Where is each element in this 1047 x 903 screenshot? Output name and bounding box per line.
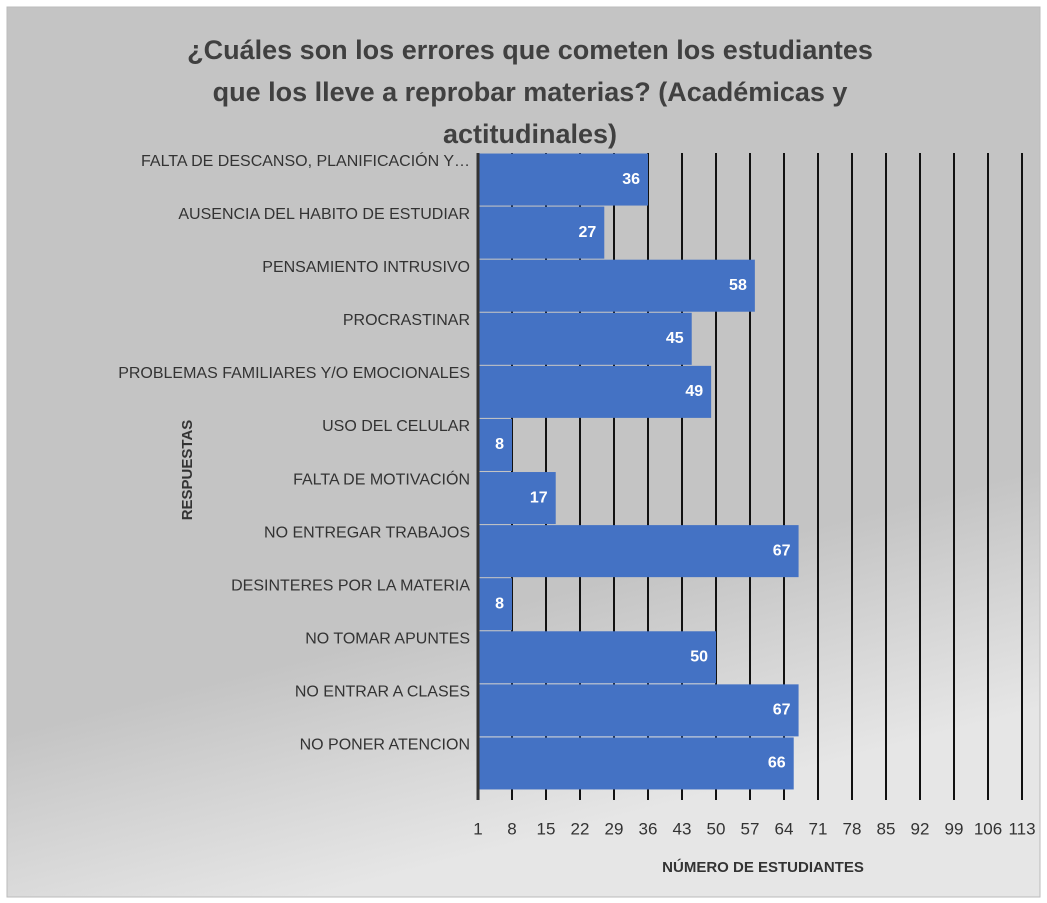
y-tick-label: AUSENCIA DEL HABITO DE ESTUDIAR [178, 206, 470, 223]
x-tick-label: 29 [605, 819, 624, 838]
value-label: 66 [768, 755, 786, 772]
x-tick-label: 113 [1008, 819, 1035, 838]
bar [478, 684, 799, 737]
bar [478, 525, 799, 578]
x-axis-title: NÚMERO DE ESTUDIANTES [662, 858, 864, 876]
value-label: 36 [622, 171, 640, 188]
bar [478, 472, 556, 525]
y-tick-label: PROBLEMAS FAMILIARES Y/O EMOCIONALES [118, 365, 470, 382]
y-tick-label: NO TOMAR APUNTES [305, 631, 470, 648]
bar [478, 365, 712, 418]
bar [478, 418, 512, 471]
x-tick-label: 36 [639, 819, 658, 838]
y-tick-label: PROCRASTINAR [343, 312, 470, 329]
x-tick-label: 1 [473, 819, 482, 838]
y-tick-label: FALTA DE DESCANSO, PLANIFICACIÓN Y… [141, 151, 470, 170]
x-tick-label: 8 [507, 819, 516, 838]
bar [478, 578, 512, 631]
y-tick-label: FALTA DE MOTIVACIÓN [293, 469, 470, 488]
x-tick-label: 92 [911, 819, 930, 838]
bar [478, 631, 716, 684]
x-tick-label: 71 [809, 819, 828, 838]
value-label: 67 [773, 542, 791, 559]
value-label: 67 [773, 702, 791, 719]
x-tick-label: 50 [707, 819, 726, 838]
x-tick-label: 85 [877, 819, 896, 838]
y-axis-title: RESPUESTAS [179, 420, 196, 521]
bar [478, 312, 692, 365]
value-label: 17 [530, 489, 548, 506]
y-tick-label: NO ENTRAR A CLASES [295, 684, 470, 701]
x-tick-label: 22 [571, 819, 590, 838]
value-label: 27 [578, 224, 596, 241]
value-label: 58 [729, 277, 747, 294]
bar [478, 259, 755, 312]
value-label: 49 [685, 383, 703, 400]
x-tick-label: 106 [974, 819, 1002, 838]
x-tick-label: 57 [741, 819, 760, 838]
bar [478, 737, 794, 790]
x-tick-label: 99 [945, 819, 964, 838]
value-label: 50 [690, 649, 708, 666]
y-tick-label: PENSAMIENTO INTRUSIVO [262, 259, 470, 276]
value-label: 8 [495, 595, 504, 612]
x-tick-label: 15 [537, 819, 556, 838]
y-tick-label: NO PONER ATENCION [300, 737, 470, 754]
chart-title: ¿Cuáles son los errores que cometen los … [187, 35, 873, 149]
x-tick-label: 78 [843, 819, 862, 838]
bar [478, 153, 648, 206]
y-tick-label: NO ENTREGAR TRABAJOS [264, 524, 470, 541]
value-label: 8 [495, 436, 504, 453]
bar [478, 206, 605, 259]
value-label: 45 [666, 330, 684, 347]
y-tick-label: DESINTERES POR LA MATERIA [231, 577, 470, 594]
y-tick-label: USO DEL CELULAR [322, 418, 470, 435]
x-tick-label: 64 [775, 819, 794, 838]
x-tick-label: 43 [673, 819, 692, 838]
